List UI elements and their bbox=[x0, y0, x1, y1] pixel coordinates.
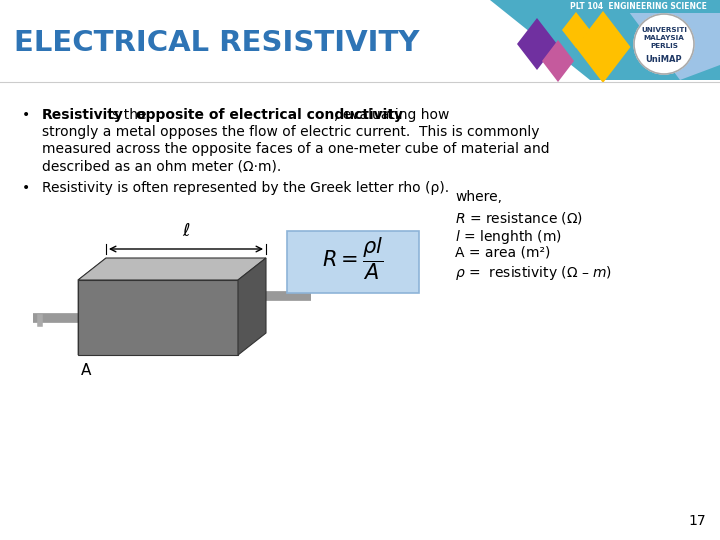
Polygon shape bbox=[78, 280, 238, 355]
Text: strongly a metal opposes the flow of electric current.  This is commonly: strongly a metal opposes the flow of ele… bbox=[42, 125, 539, 139]
Text: ELECTRICAL RESISTIVITY: ELECTRICAL RESISTIVITY bbox=[14, 29, 419, 57]
Text: $R = \dfrac{\rho l}{A}$: $R = \dfrac{\rho l}{A}$ bbox=[323, 236, 384, 282]
Text: 17: 17 bbox=[688, 514, 706, 528]
Bar bbox=[0, 0, 720, 80]
Polygon shape bbox=[238, 258, 266, 355]
Text: •: • bbox=[22, 181, 30, 195]
Text: A = area (m²): A = area (m²) bbox=[455, 246, 550, 260]
Polygon shape bbox=[490, 0, 720, 80]
Text: described as an ohm meter (Ω·m).: described as an ohm meter (Ω·m). bbox=[42, 159, 282, 173]
Text: measured across the opposite faces of a one-meter cube of material and: measured across the opposite faces of a … bbox=[42, 142, 549, 156]
Text: opposite of electrical conductivity: opposite of electrical conductivity bbox=[136, 108, 403, 122]
Text: is the: is the bbox=[104, 108, 151, 122]
Text: $\rho$ =  resistivity (Ω – $m$): $\rho$ = resistivity (Ω – $m$) bbox=[455, 264, 612, 282]
Text: $R$ = resistance (Ω): $R$ = resistance (Ω) bbox=[455, 210, 583, 226]
Text: Resistivity: Resistivity bbox=[42, 108, 124, 122]
Text: •: • bbox=[22, 108, 30, 122]
Polygon shape bbox=[517, 18, 557, 70]
Text: A: A bbox=[81, 363, 91, 378]
Text: where,: where, bbox=[455, 190, 502, 204]
Polygon shape bbox=[620, 0, 720, 80]
Polygon shape bbox=[562, 12, 590, 48]
Polygon shape bbox=[542, 40, 574, 82]
Bar bbox=[555, 0, 720, 13]
Text: $l$ = lenghth (m): $l$ = lenghth (m) bbox=[455, 228, 562, 246]
FancyBboxPatch shape bbox=[287, 231, 419, 293]
Text: $\ell$: $\ell$ bbox=[181, 222, 190, 240]
Text: PLT 104  ENGINEERING SCIENCE: PLT 104 ENGINEERING SCIENCE bbox=[570, 2, 706, 11]
Text: Resistivity is often represented by the Greek letter rho (ρ).: Resistivity is often represented by the … bbox=[42, 181, 449, 195]
Text: , evaluating how: , evaluating how bbox=[334, 108, 449, 122]
Text: UNIVERSITI
MALAYSIA
PERLIS: UNIVERSITI MALAYSIA PERLIS bbox=[641, 27, 687, 49]
Circle shape bbox=[634, 14, 694, 74]
Polygon shape bbox=[575, 11, 631, 83]
Polygon shape bbox=[78, 258, 106, 355]
Polygon shape bbox=[78, 258, 266, 280]
Text: UniMAP: UniMAP bbox=[646, 55, 683, 64]
